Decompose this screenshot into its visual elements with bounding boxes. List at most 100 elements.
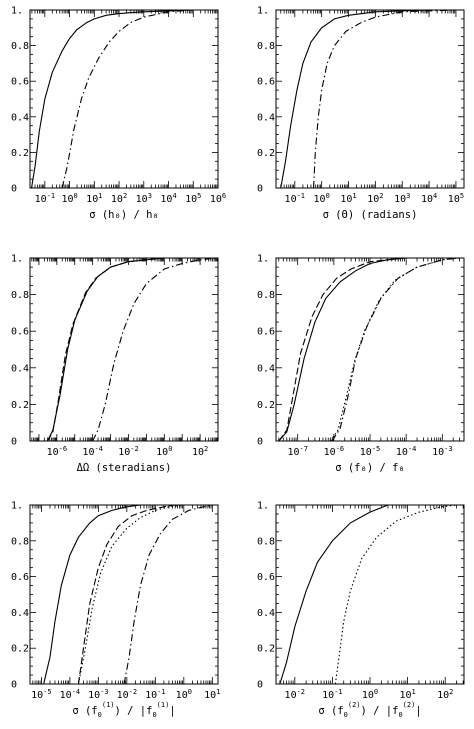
series-solid-line: [47, 258, 165, 441]
x-tick-label: 101: [86, 192, 102, 205]
y-tick-label: 0.2: [257, 148, 275, 159]
series-solid-line: [30, 10, 194, 188]
plot-frame: [29, 9, 219, 189]
x-tick-label: 101: [340, 192, 356, 205]
y-tick-label: 0: [11, 184, 17, 195]
y-tick-label: 0.6: [11, 572, 29, 583]
y-tick-label: 0.4: [257, 112, 275, 123]
x-tick-label: 10-3: [432, 445, 452, 458]
x-tick-label: 10-5: [31, 688, 51, 701]
series-solid-line: [43, 505, 141, 684]
y-tick-label: 0.8: [11, 536, 29, 547]
panel-1: 0 0.2 0.4 0.6 0.8 1. 10-1 100 101 102 103 104 105 106…: [11, 6, 226, 222]
series-solid-line: [279, 505, 389, 684]
x-tick-label: 10-3: [88, 688, 108, 701]
series-dashed-line: [77, 505, 176, 684]
series-dashdot-line: [92, 258, 218, 441]
series-dotted-line: [329, 258, 460, 441]
y-tick-label: 1.: [11, 6, 23, 17]
x-tick-label: 100: [61, 192, 77, 205]
y-tick-label: 0.6: [257, 572, 275, 583]
y-tick-label: 0.4: [11, 608, 29, 619]
plot-frame: [29, 257, 219, 442]
series-dashdot-line: [123, 505, 213, 684]
y-tick-label: 1.: [11, 501, 23, 512]
series-dotted-line: [77, 505, 184, 684]
series-dashed-line: [47, 258, 165, 441]
series-solid-line: [278, 258, 407, 441]
x-axis-label: σ (Θ) (radians): [323, 209, 418, 221]
y-tick-label: 0.4: [257, 608, 275, 619]
x-axis-label: σ (f₀) / f₀: [335, 462, 405, 474]
panel-4: 0 0.2 0.4 0.6 0.8 1. 10-7 10-6 10-5 10-4 10-3 σ (f₀…: [257, 254, 465, 474]
y-tick-label: 0.6: [257, 77, 275, 88]
x-tick-label: 104: [160, 192, 176, 205]
x-tick-label: 10-2: [117, 688, 137, 701]
x-tick-label: 10-4: [60, 688, 80, 701]
y-tick-label: 0.2: [257, 644, 275, 655]
x-tick-label: 10-4: [396, 445, 416, 458]
y-tick-label: 0: [11, 680, 17, 691]
x-tick-label: 10-1: [322, 688, 342, 701]
y-tick-label: 0.8: [11, 41, 29, 52]
y-tick-label: 0.2: [257, 400, 275, 411]
x-tick-label: 100: [362, 688, 378, 701]
series-solid-line: [280, 10, 430, 188]
x-tick-label: 100: [314, 192, 330, 205]
series-dotted-line: [334, 505, 457, 684]
y-tick-label: 0.8: [257, 41, 275, 52]
x-tick-label: 101: [399, 688, 415, 701]
y-tick-label: 1.: [257, 501, 269, 512]
x-tick-label: 105: [448, 192, 464, 205]
x-tick-label: 104: [421, 192, 437, 205]
x-tick-label: 102: [192, 445, 208, 458]
x-tick-label: 100: [176, 688, 192, 701]
x-tick-label: 10-2: [285, 688, 305, 701]
y-tick-label: 0.2: [11, 644, 29, 655]
y-tick-label: 0.4: [257, 363, 275, 374]
y-tick-label: 0: [257, 680, 263, 691]
y-tick-label: 0: [257, 184, 263, 195]
x-tick-label: 102: [111, 192, 127, 205]
series-dashdot-line: [313, 10, 456, 188]
panel-5: 0 0.2 0.4 0.6 0.8 1. 10-5 10-4 10-3 10-2 10-1 100 10…: [11, 501, 220, 720]
y-tick-label: 0.6: [11, 327, 29, 338]
series-dashed-line: [278, 258, 407, 441]
x-tick-label: 10-1: [285, 192, 305, 205]
x-tick-label: 105: [185, 192, 201, 205]
panel-6: 0 0.2 0.4 0.6 0.8 1. 10-2 10-1 100 101 102 σ (f0(2)…: [257, 501, 465, 719]
panel-2: 0 0.2 0.4 0.6 0.8 1. 10-1 100 101 102 103 104 105 σ (…: [257, 6, 465, 221]
x-tick-label: 10-7: [287, 445, 307, 458]
x-tick-label: 102: [367, 192, 383, 205]
x-tick-label: 103: [394, 192, 410, 205]
y-tick-label: 0.2: [11, 400, 29, 411]
series-dashdot-line: [61, 10, 194, 188]
x-axis-label: σ (h₀) / h₀: [89, 209, 159, 221]
x-tick-label: 102: [437, 688, 453, 701]
x-tick-label: 106: [210, 192, 226, 205]
x-tick-label: 10-6: [324, 445, 344, 458]
y-tick-label: 1.: [11, 254, 23, 265]
x-tick-label: 10-4: [82, 445, 102, 458]
x-tick-label: 10-6: [47, 445, 67, 458]
plot-frame: [275, 9, 465, 189]
y-tick-label: 0: [257, 437, 263, 448]
y-tick-label: 1.: [257, 6, 269, 17]
y-tick-label: 0.8: [257, 290, 275, 301]
x-tick-label: 10-5: [360, 445, 380, 458]
y-tick-label: 0.6: [257, 327, 275, 338]
plot-frame: [275, 504, 465, 685]
x-tick-label: 10-1: [35, 192, 55, 205]
x-tick-label: 10-2: [118, 445, 138, 458]
x-tick-label: 101: [204, 688, 220, 701]
y-tick-label: 0.4: [11, 112, 29, 123]
x-tick-label: 10-1: [145, 688, 165, 701]
series-dashdot-line: [331, 258, 460, 441]
x-axis-label: σ (f0(2)) / |f0(2)|: [318, 701, 421, 719]
panel-3: 0 0.2 0.4 0.6 0.8 1. 10-6 10-4 10-2 100 102 ΔΩ (ste…: [11, 254, 219, 474]
y-tick-label: 0.6: [11, 77, 29, 88]
x-axis-label: σ (f0(1)) / |f0(1)|: [72, 701, 175, 719]
y-tick-label: 0.2: [11, 148, 29, 159]
y-tick-label: 1.: [257, 254, 269, 265]
